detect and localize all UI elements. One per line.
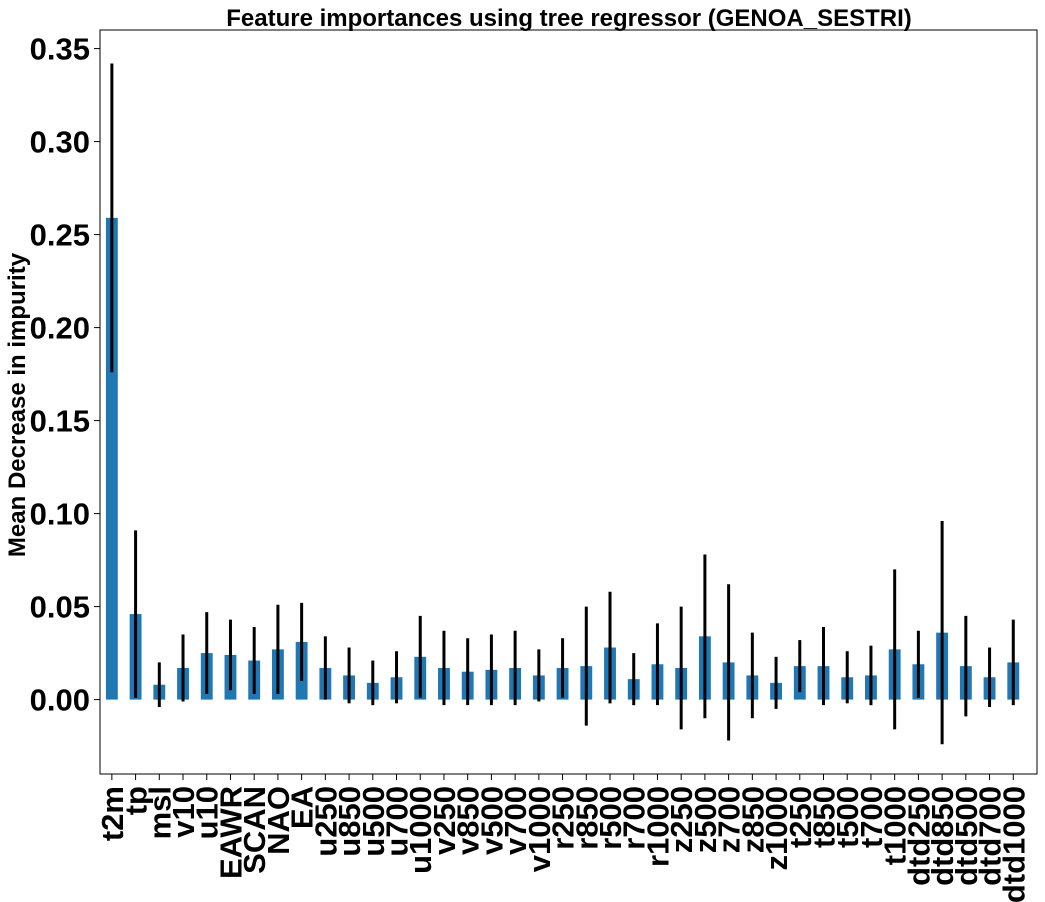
x-tick-label: v250: [427, 786, 462, 855]
y-axis-label: Mean Decrease in impurity: [4, 252, 31, 557]
x-tick-label: z500: [688, 786, 723, 853]
x-tick-label: z850: [735, 786, 770, 853]
x-tick-label: v500: [474, 786, 509, 855]
x-tick-label: z700: [712, 786, 747, 853]
x-tick-label: u700: [380, 786, 415, 857]
x-tick-label: SCAN: [237, 786, 272, 874]
x-tick-label: msl: [142, 786, 177, 839]
y-tick-label: 0.05: [30, 590, 90, 625]
x-tick-label: r1000: [640, 786, 675, 867]
x-tick-label: r850: [569, 786, 604, 850]
y-tick-label: 0.25: [30, 218, 90, 253]
y-tick-label: 0.00: [30, 683, 90, 718]
x-tick-label: NAO: [261, 786, 296, 855]
x-tick-label: dtd700: [973, 786, 1008, 886]
x-tick-label: r250: [546, 786, 581, 850]
bar-t2m: [105, 217, 118, 700]
y-tick-label: 0.20: [30, 311, 90, 346]
x-tick-label: z250: [664, 786, 699, 853]
chart-title: Feature importances using tree regressor…: [226, 5, 912, 32]
x-tick-label: z1000: [759, 786, 794, 870]
x-tick-label: dtd850: [925, 786, 960, 886]
x-tick-label: v1000: [522, 786, 557, 872]
x-tick-label: t700: [854, 786, 889, 848]
plot-area: 0.00 0.05 0.10 0.15 0.20 0.25 0.30 0.35 t2mtpmsl…: [30, 32, 1032, 902]
y-tick-label: 0.30: [30, 125, 90, 160]
x-tick-label: u850: [332, 786, 367, 857]
x-tick-label: v850: [451, 786, 486, 855]
x-tick-label: t1000: [878, 786, 913, 865]
x-tick-label: tp: [119, 786, 154, 815]
x-tick-label: u500: [356, 786, 391, 857]
x-tick-label: u10: [190, 786, 225, 839]
x-tick-label: dtd1000: [996, 786, 1031, 902]
x-tick-label: r700: [617, 786, 652, 850]
y-tick-label: 0.15: [30, 404, 90, 439]
x-tick-label: t2m: [95, 786, 130, 841]
y-tick-label: 0.10: [30, 497, 90, 532]
x-tick-label: v10: [166, 786, 201, 838]
x-tick-label: EA: [285, 786, 320, 829]
x-tick-label: dtd500: [949, 786, 984, 886]
x-tick-label: r500: [593, 786, 628, 850]
x-tick-label: t250: [783, 786, 818, 848]
x-tick-label: u1000: [403, 786, 438, 874]
x-tick-label: dtd250: [901, 786, 936, 886]
x-tick-label: t850: [807, 786, 842, 848]
x-tick-label: EAWR: [213, 786, 248, 879]
x-tick-label: u250: [308, 786, 343, 857]
plot-frame: [99, 29, 1038, 775]
x-tick-label: v700: [498, 786, 533, 855]
x-tick-label: t500: [830, 786, 865, 848]
y-tick-label: 0.35: [30, 32, 90, 67]
